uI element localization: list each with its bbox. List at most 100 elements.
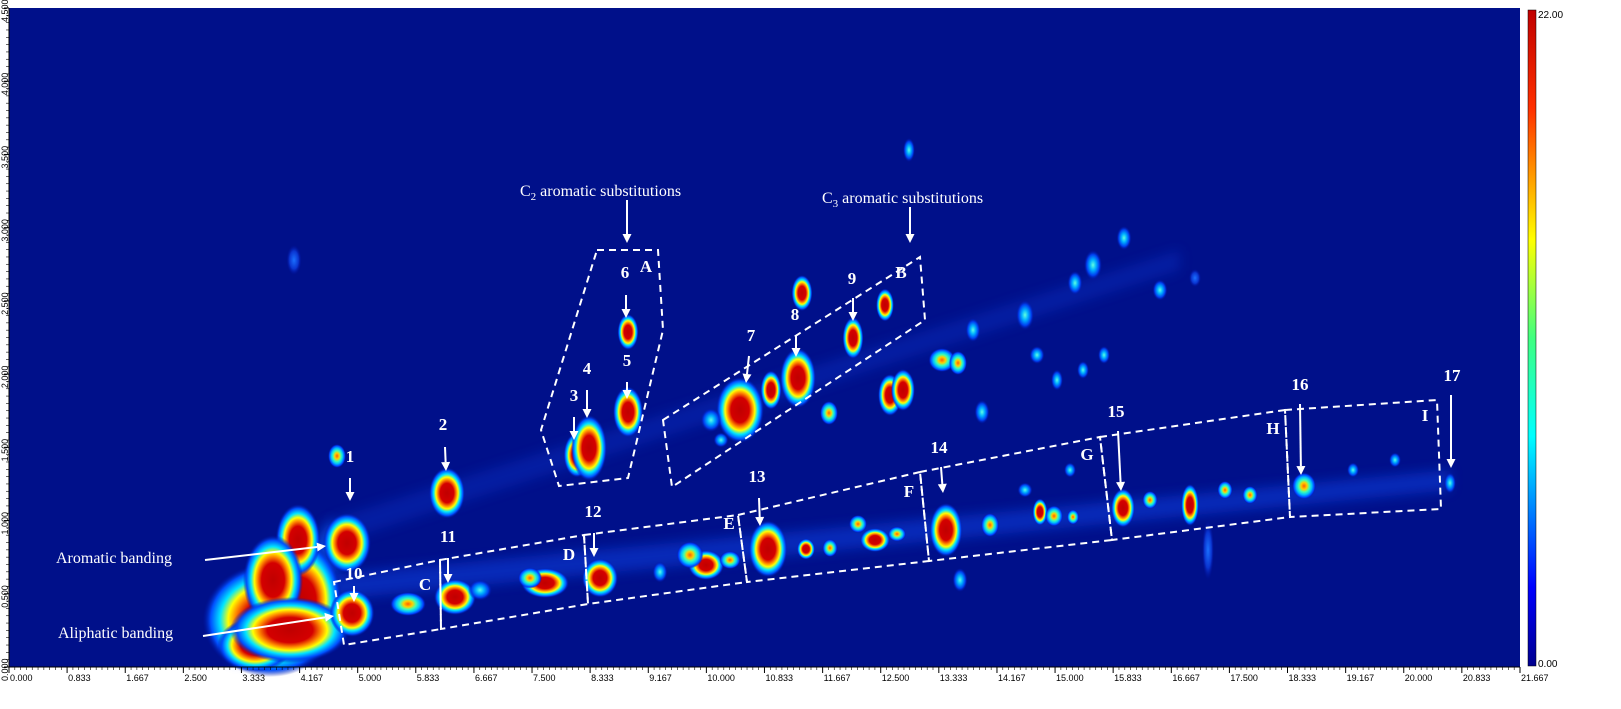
heatmap-peak-blob	[1242, 486, 1258, 504]
peak-label-16: 16	[1292, 375, 1309, 394]
heatmap-peak-blob	[1292, 472, 1316, 500]
y-tick-label: 4.500	[0, 0, 10, 22]
y-tick-label: 2.000	[0, 366, 10, 389]
heatmap-peak-blob	[1389, 452, 1401, 468]
heatmap-peak-blob	[323, 513, 371, 573]
x-tick-label: 14.167	[998, 673, 1026, 683]
heatmap-peak-blob	[1098, 346, 1110, 364]
x-tick-label: 1.667	[126, 673, 149, 683]
region-label-i: I	[1422, 406, 1429, 425]
x-tick-label: 4.167	[301, 673, 324, 683]
heatmap-peak-blob	[822, 539, 838, 557]
heatmap-peak-blob	[390, 592, 426, 616]
heatmap-peak-blob	[842, 317, 864, 359]
heatmap-peak-blob	[1016, 300, 1034, 330]
aromatic-banding-label: Aromatic banding	[56, 550, 172, 567]
peak-label-15: 15	[1108, 402, 1125, 421]
heatmap-peak-blob	[613, 386, 643, 438]
heatmap-peak-blob	[780, 348, 816, 408]
region-label-d: D	[563, 545, 575, 564]
y-tick-label: 3.000	[0, 219, 10, 242]
peak-label-10: 10	[346, 564, 363, 583]
heatmap-peak-blob	[1067, 509, 1079, 525]
peak-arrow-5	[622, 382, 632, 399]
region-label-layer: A B C D E F G H I	[419, 257, 1429, 594]
heatmap-peak-blob	[1444, 472, 1456, 494]
heatmap-peak-blob	[928, 348, 956, 372]
peak-arrow-11	[443, 558, 453, 583]
x-tick-label: 9.167	[649, 673, 672, 683]
peak-arrow-15	[1116, 430, 1126, 491]
heatmap-peak-blob	[429, 467, 465, 519]
peak-label-9: 9	[848, 269, 857, 288]
heatmap-peak-blob	[820, 401, 838, 425]
x-axis: 0.000 0.833 1.667 2.500 3.333 4.167 5.000 5.833…	[8, 666, 1549, 683]
heatmap-peak-blob	[1064, 462, 1076, 478]
c2-annotation-arrow	[622, 200, 632, 243]
heatmap-peak-blob	[468, 579, 492, 601]
peak-label-13: 13	[749, 467, 766, 486]
heatmap-peak-blob	[860, 528, 890, 552]
peak-label-8: 8	[791, 305, 800, 324]
x-tick-label: 20.833	[1463, 673, 1491, 683]
heatmap-peak-blob	[1029, 346, 1045, 364]
heatmap-peak-blob	[849, 515, 867, 533]
heatmap-peak-blob	[760, 370, 782, 410]
y-tick-label: 4.000	[0, 73, 10, 96]
heatmap-peak-blob	[1189, 269, 1201, 287]
region-label-h: H	[1266, 419, 1279, 438]
heatmap-peak-blob	[518, 567, 542, 589]
region-c2-outline	[438, 533, 590, 631]
heatmap-peak-blob	[1045, 505, 1063, 527]
heatmap-peak-blob	[974, 400, 990, 424]
peak-arrow-8	[791, 335, 801, 357]
peak-arrow-16	[1296, 403, 1306, 475]
heatmap-peak-blob	[716, 377, 764, 443]
heatmap-peak-blob	[891, 369, 915, 411]
region-label-a: A	[640, 257, 653, 276]
c2-annotation: C2 aromatic substitutions	[520, 183, 681, 203]
peak-arrow-7	[742, 355, 752, 383]
heatmap-peak-blob	[903, 138, 915, 162]
peak-blobs-layer	[202, 138, 1456, 677]
x-tick-label: 10.000	[707, 673, 735, 683]
x-tick-label: 2.500	[184, 673, 207, 683]
y-axis: 0.000 0.500 1.000 1.500 2.000 2.500 3.000 3.500…	[0, 0, 10, 681]
heatmap-peak-blob	[230, 597, 350, 663]
region-a-outline	[539, 249, 665, 488]
region-f-outline	[918, 435, 1114, 563]
region-label-e: E	[723, 514, 734, 533]
peak-arrow-2	[441, 446, 451, 471]
x-tick-label: 19.167	[1347, 673, 1375, 683]
peak-label-7: 7	[747, 326, 756, 345]
colorbar-min-label: 0.00	[1538, 659, 1558, 670]
x-tick-label: 7.500	[533, 673, 556, 683]
heatmap-peak-blob	[797, 538, 815, 560]
peak-label-5: 5	[623, 351, 632, 370]
peak-label-14: 14	[931, 438, 949, 457]
region-label-c: C	[419, 575, 431, 594]
x-tick-label: 8.333	[591, 673, 614, 683]
x-tick-label: 0.833	[68, 673, 91, 683]
heatmap-peak-blob	[1077, 361, 1089, 379]
peak-arrow-17	[1446, 395, 1456, 468]
y-tick-label: 2.500	[0, 292, 10, 315]
peak-label-2: 2	[439, 415, 448, 434]
peak-label-12: 12	[585, 502, 602, 521]
heatmap-peak-blob	[929, 503, 963, 557]
heatmap-peak-blob	[652, 561, 668, 583]
peak-arrow-4	[582, 390, 592, 418]
region-label-g: G	[1080, 445, 1093, 464]
heatmap-peak-blob	[1111, 488, 1135, 528]
heatmap-peak-blob	[719, 551, 741, 569]
x-tick-label: 15.833	[1114, 673, 1142, 683]
heatmap-peak-blob	[1017, 482, 1033, 498]
x-tick-label: 3.333	[242, 673, 265, 683]
x-tick-label: 11.667	[824, 673, 851, 683]
peak-label-4: 4	[583, 359, 592, 378]
x-tick-label: 10.833	[765, 673, 793, 683]
x-tick-label: 16.667	[1172, 673, 1200, 683]
peak-arrow-3	[569, 417, 579, 440]
region-label-f: F	[904, 482, 914, 501]
heatmap-peak-blob	[791, 275, 813, 311]
